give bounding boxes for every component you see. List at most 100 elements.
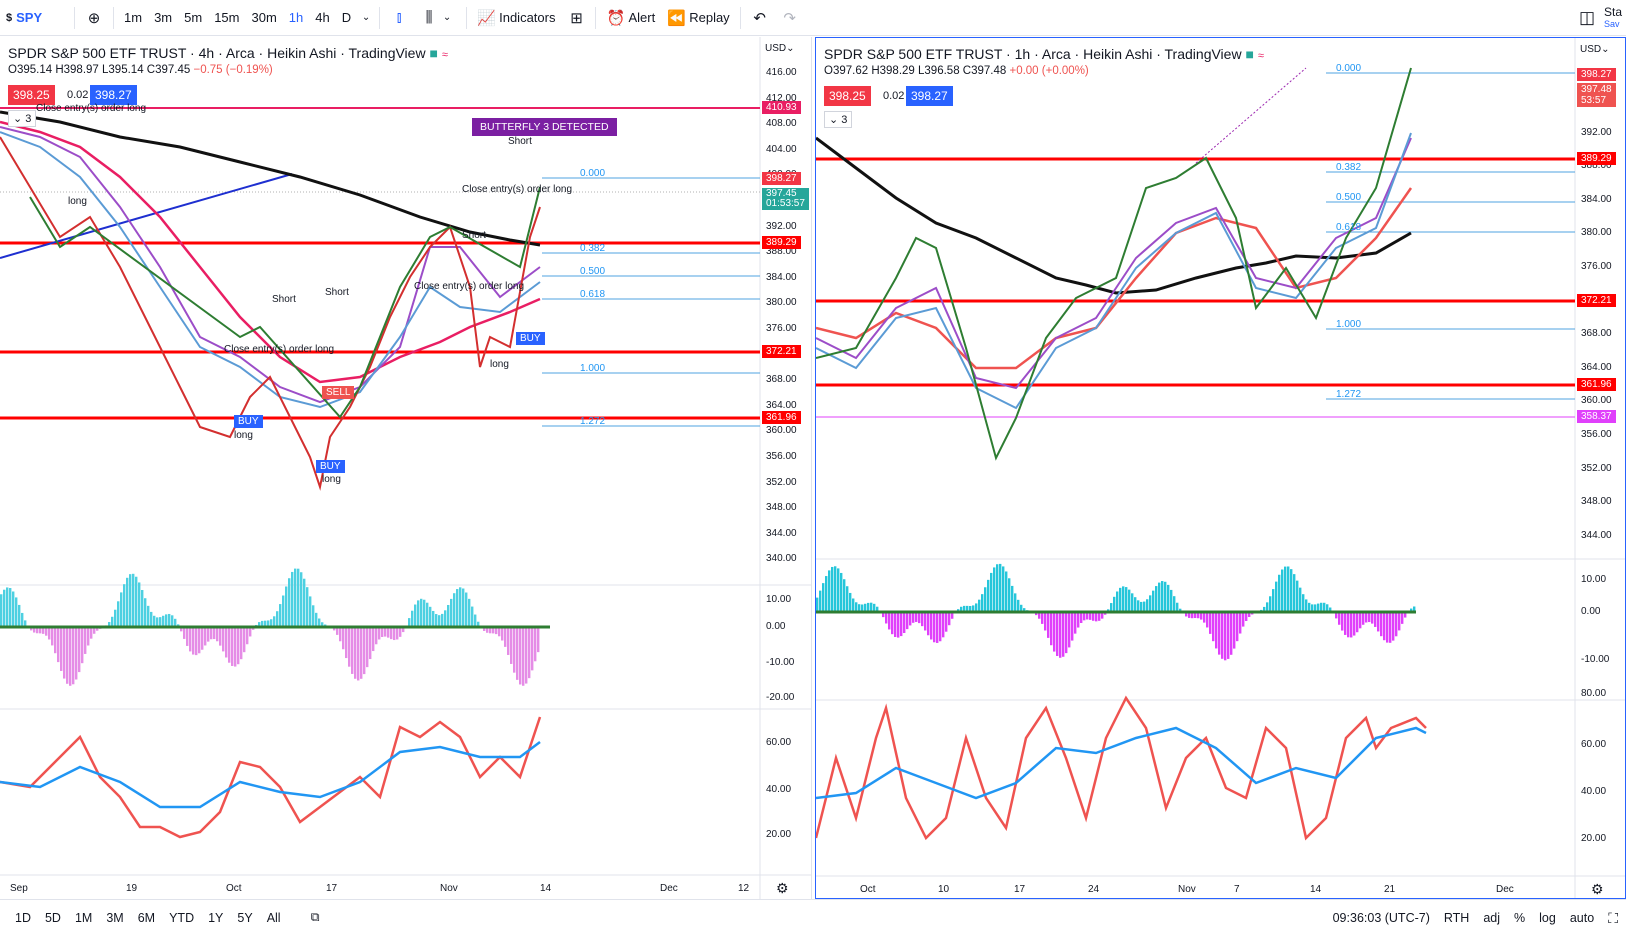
currency-selector[interactable]: USD⌄ xyxy=(765,43,795,54)
tf-1m[interactable]: 1m xyxy=(118,10,148,25)
histogram-bar xyxy=(927,612,929,635)
time-tick: 14 xyxy=(1310,884,1321,895)
adj-toggle[interactable]: adj xyxy=(1483,911,1500,925)
tf-3m[interactable]: 3m xyxy=(148,10,178,25)
histogram-bar xyxy=(87,627,89,646)
percent-toggle[interactable]: % xyxy=(1514,911,1525,925)
strategy-label: Close entry(s) order long xyxy=(36,103,146,114)
range-1d[interactable]: 1D xyxy=(8,911,38,925)
osc-tick: -20.00 xyxy=(766,692,794,703)
settings-gear-icon[interactable]: ⚙ xyxy=(776,880,789,897)
histogram-bar xyxy=(84,627,86,654)
price-tick: 364.00 xyxy=(766,400,797,411)
range-1y[interactable]: 1Y xyxy=(201,911,230,925)
histogram-bar xyxy=(1344,612,1346,635)
chart-title[interactable]: SPDR S&P 500 ETF TRUST · 4h · Arca · Hei… xyxy=(8,45,448,61)
histogram-bar xyxy=(1071,612,1073,641)
bar-style-button[interactable]: ⫾ xyxy=(384,0,414,36)
chart-type-button[interactable]: ⫼⌄ xyxy=(414,0,462,36)
indicator-toggle-icon[interactable]: ≈ xyxy=(442,49,448,61)
indicators-button[interactable]: 📈Indicators xyxy=(471,0,561,36)
histogram-bar xyxy=(1212,612,1214,641)
alert-label: Alert xyxy=(628,10,655,25)
fib-label: 1.000 xyxy=(580,363,605,374)
histogram-bar xyxy=(51,627,53,645)
histogram-bar xyxy=(822,583,824,612)
buy-price-button[interactable]: 398.27 xyxy=(906,86,953,106)
fib-label: 0.618 xyxy=(580,289,605,300)
range-ytd[interactable]: YTD xyxy=(162,911,201,925)
tf-d[interactable]: D xyxy=(336,10,357,25)
tf-30m[interactable]: 30m xyxy=(245,10,282,25)
tf-15m[interactable]: 15m xyxy=(208,10,245,25)
close-value: C397.48 xyxy=(963,65,1006,77)
redo-button[interactable]: ↷ xyxy=(775,0,805,36)
templates-button[interactable]: ⊞ xyxy=(561,0,591,36)
histogram-bar xyxy=(120,592,122,627)
histogram-bar xyxy=(984,587,986,612)
collapse-indicators-button[interactable]: ⌄ 3 xyxy=(824,111,852,128)
log-toggle[interactable]: log xyxy=(1539,911,1556,925)
osc-tick: -10.00 xyxy=(1581,654,1609,665)
compare-button[interactable]: ⊕ xyxy=(79,0,109,36)
go-to-date-icon[interactable]: ⧉ xyxy=(304,910,327,925)
time-tick: 14 xyxy=(540,883,551,894)
long-label: long xyxy=(234,430,253,441)
session-toggle[interactable]: RTH xyxy=(1444,911,1469,925)
histogram-bar xyxy=(129,574,131,627)
histogram-bar xyxy=(1242,612,1244,627)
histogram-bar xyxy=(363,627,365,674)
histogram-bar xyxy=(1143,602,1145,612)
histogram-bar xyxy=(147,606,149,627)
histogram-bar xyxy=(1383,612,1385,640)
grid-icon: ⊞ xyxy=(567,9,585,27)
price-level-tag: 398.27 xyxy=(762,172,801,185)
tf-5m[interactable]: 5m xyxy=(178,10,208,25)
histogram-bar xyxy=(57,627,59,662)
price-level-tag: 372.21 xyxy=(762,345,801,358)
histogram-bar xyxy=(294,569,296,627)
settings-gear-icon[interactable]: ⚙ xyxy=(1591,881,1604,898)
indicator-toggle-icon[interactable]: ≈ xyxy=(1258,50,1264,62)
sell-price-button[interactable]: 398.25 xyxy=(8,85,55,105)
sell-price-button[interactable]: 398.25 xyxy=(824,86,871,106)
plus-circle-icon: ⊕ xyxy=(85,9,103,27)
histogram-bar xyxy=(459,587,461,627)
range-5y[interactable]: 5Y xyxy=(230,911,259,925)
histogram-bar xyxy=(372,627,374,651)
range-5d[interactable]: 5D xyxy=(38,911,68,925)
collapse-indicators-button[interactable]: ⌄ 3 xyxy=(8,110,36,127)
right-chart-canvas xyxy=(816,38,1626,899)
alert-button[interactable]: ⏰Alert xyxy=(600,0,661,36)
chart-pane-right[interactable]: SPDR S&P 500 ETF TRUST · 1h · Arca · Hei… xyxy=(815,37,1626,899)
range-6m[interactable]: 6M xyxy=(131,911,162,925)
tf-1h[interactable]: 1h xyxy=(283,10,309,25)
histogram-bar xyxy=(12,591,14,627)
fullscreen-icon[interactable]: ⛶ xyxy=(1608,910,1618,927)
histogram-bar xyxy=(1353,612,1355,636)
chart-pane-left[interactable]: SPDR S&P 500 ETF TRUST · 4h · Arca · Hei… xyxy=(0,37,812,899)
chevron-down-icon[interactable]: ⌄ xyxy=(357,12,375,23)
replay-button[interactable]: ⏪Replay xyxy=(661,0,735,36)
auto-toggle[interactable]: auto xyxy=(1570,911,1594,925)
chart-title[interactable]: SPDR S&P 500 ETF TRUST · 1h · Arca · Hei… xyxy=(824,46,1264,62)
clock-readout[interactable]: 09:36:03 (UTC-7) xyxy=(1333,911,1430,925)
undo-button[interactable]: ↶ xyxy=(745,0,775,36)
histogram-bar xyxy=(342,627,344,649)
histogram-bar xyxy=(921,612,923,626)
currency-selector[interactable]: USD⌄ xyxy=(1580,44,1610,55)
histogram-bar xyxy=(393,627,395,640)
symbol-search[interactable]: $SPY xyxy=(0,0,70,36)
layout-icon[interactable]: ◫ xyxy=(1578,8,1596,28)
range-1m[interactable]: 1M xyxy=(68,911,99,925)
buy-price-button[interactable]: 398.27 xyxy=(90,85,137,105)
histogram-bar xyxy=(315,613,317,627)
tf-4h[interactable]: 4h xyxy=(309,10,335,25)
histogram-bar xyxy=(1299,588,1301,612)
histogram-bar xyxy=(435,614,437,627)
price-level-tag: 410.93 xyxy=(762,101,801,114)
range-3m[interactable]: 3M xyxy=(99,911,130,925)
range-all[interactable]: All xyxy=(260,911,288,925)
